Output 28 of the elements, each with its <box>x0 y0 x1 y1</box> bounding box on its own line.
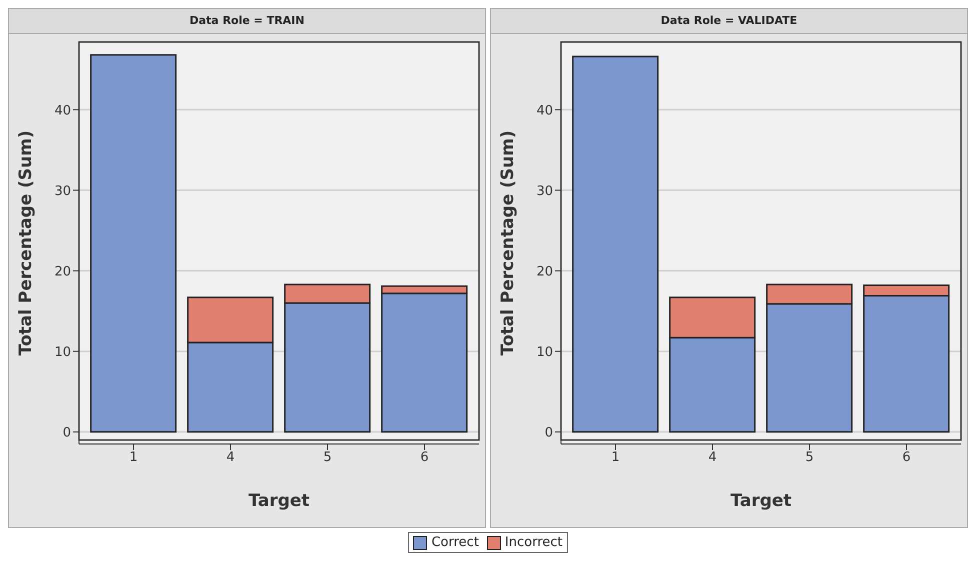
x-axis-title: Target <box>730 491 792 511</box>
x-tick-label: 1 <box>611 450 620 466</box>
y-tick-label: 10 <box>54 344 71 360</box>
y-tick-label: 40 <box>54 103 71 118</box>
x-tick-label: 1 <box>129 450 138 466</box>
bar <box>572 56 659 433</box>
y-tick-label: 20 <box>54 264 71 280</box>
y-tick-label: 30 <box>536 184 553 199</box>
x-axis-title: Target <box>248 491 310 511</box>
y-tick-label: 0 <box>62 426 71 441</box>
chart-title: Data Role = TRAIN <box>9 9 485 34</box>
chart-title: Data Role = VALIDATE <box>491 9 967 34</box>
legend-label: Correct <box>430 535 479 550</box>
x-tick-label: 4 <box>708 450 717 466</box>
y-tick-label: 20 <box>536 264 553 280</box>
x-tick-label: 6 <box>902 450 911 466</box>
y-tick-label: 0 <box>544 426 553 441</box>
y-axis-title: Total Percentage (Sum) <box>498 130 518 356</box>
x-tick-label: 5 <box>323 450 332 466</box>
x-tick-label: 6 <box>420 450 429 466</box>
x-tick-label: 4 <box>226 450 235 466</box>
y-axis-title: Total Percentage (Sum) <box>16 130 36 356</box>
bar <box>90 54 177 433</box>
y-tick-label: 40 <box>536 103 553 118</box>
y-tick-label: 30 <box>54 184 71 199</box>
y-tick-label: 10 <box>536 344 553 360</box>
legend-label: Incorrect <box>504 535 563 550</box>
x-tick-label: 5 <box>805 450 814 466</box>
